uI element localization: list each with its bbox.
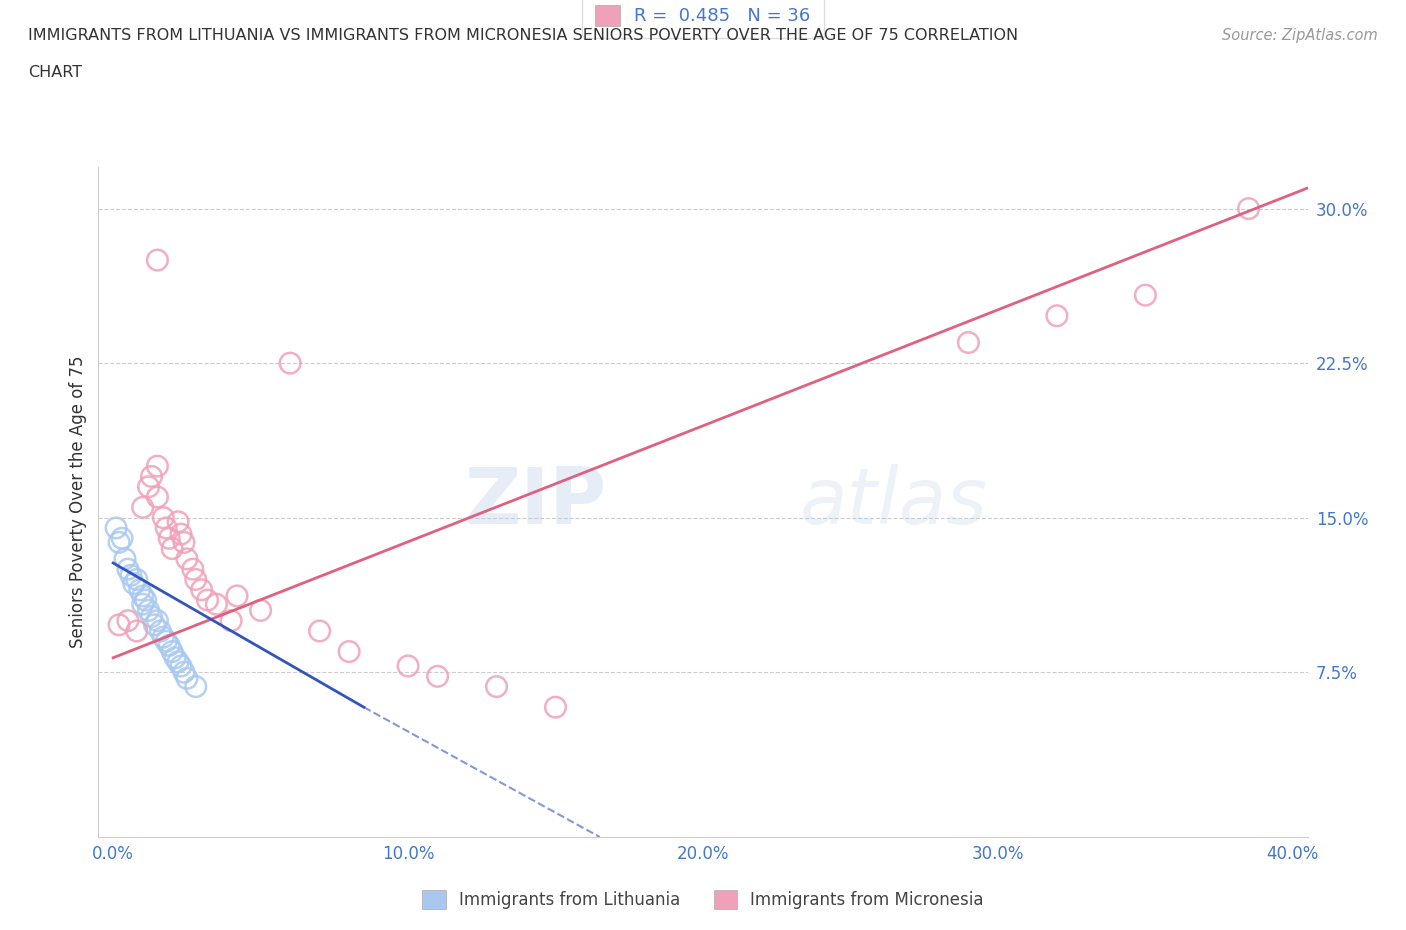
Point: [146, 458, 169, 473]
Point: [125, 572, 148, 587]
Point: [197, 592, 219, 607]
Point: [131, 589, 153, 604]
Point: [128, 582, 150, 597]
Point: [170, 526, 193, 541]
Point: [152, 511, 174, 525]
Y-axis label: Seniors Poverty Over the Age of 75: Seniors Poverty Over the Age of 75: [69, 356, 87, 648]
Point: [157, 531, 180, 546]
Point: [111, 531, 134, 546]
Point: [396, 658, 419, 673]
Point: [138, 603, 160, 618]
Point: [138, 479, 160, 494]
Point: [1046, 309, 1069, 324]
Text: ZIP: ZIP: [464, 464, 606, 540]
Point: [426, 669, 449, 684]
Point: [184, 572, 207, 587]
Point: [131, 500, 153, 515]
Text: atlas: atlas: [800, 464, 987, 540]
Point: [485, 679, 508, 694]
Point: [105, 521, 128, 536]
Point: [152, 630, 174, 644]
Point: [190, 582, 212, 597]
Point: [957, 335, 980, 350]
Point: [149, 623, 172, 638]
Point: [155, 634, 177, 649]
Point: [125, 623, 148, 638]
Point: [176, 671, 198, 685]
Point: [167, 514, 190, 529]
Point: [141, 609, 163, 624]
Text: CHART: CHART: [28, 65, 82, 80]
Point: [170, 658, 193, 673]
Point: [173, 535, 195, 550]
Point: [167, 655, 190, 670]
Point: [219, 613, 242, 628]
Point: [1135, 287, 1157, 302]
Point: [160, 644, 183, 659]
Point: [146, 253, 169, 268]
Point: [165, 650, 187, 665]
Point: [249, 603, 271, 618]
Point: [135, 592, 157, 607]
Text: IMMIGRANTS FROM LITHUANIA VS IMMIGRANTS FROM MICRONESIA SENIORS POVERTY OVER THE: IMMIGRANTS FROM LITHUANIA VS IMMIGRANTS …: [28, 28, 1018, 43]
Point: [176, 551, 198, 566]
Point: [122, 577, 145, 591]
Point: [146, 613, 169, 628]
Point: [1237, 201, 1260, 216]
Point: [308, 623, 330, 638]
Point: [131, 597, 153, 612]
Point: [226, 589, 249, 604]
Point: [117, 613, 139, 628]
Point: [278, 355, 301, 370]
Point: [157, 638, 180, 653]
Point: [108, 618, 131, 632]
Point: [143, 618, 166, 632]
Point: [205, 597, 228, 612]
Point: [108, 535, 131, 550]
Point: [544, 699, 567, 714]
Point: [114, 551, 136, 566]
Point: [155, 521, 177, 536]
Point: [141, 469, 163, 484]
Legend: Immigrants from Lithuania, Immigrants from Micronesia: Immigrants from Lithuania, Immigrants fr…: [416, 884, 990, 916]
Point: [120, 568, 142, 583]
Point: [160, 541, 183, 556]
Point: [173, 665, 195, 680]
Point: [146, 489, 169, 504]
Text: Source: ZipAtlas.com: Source: ZipAtlas.com: [1222, 28, 1378, 43]
Point: [117, 562, 139, 577]
Point: [181, 562, 204, 577]
Point: [337, 644, 360, 659]
Point: [184, 679, 207, 694]
